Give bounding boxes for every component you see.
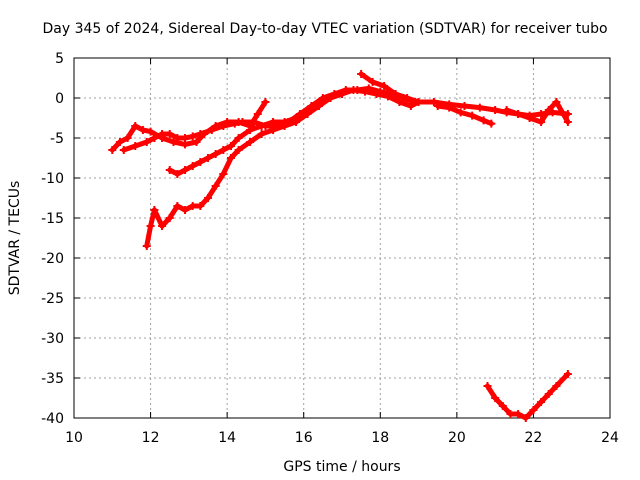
data-point <box>563 118 572 126</box>
data-point-band <box>220 155 234 177</box>
y-axis-label: SDTVAR / TECUs <box>7 181 23 296</box>
series-track-d <box>142 86 423 250</box>
chart-title: Day 345 of 2024, Sidereal Day-to-day VTE… <box>42 21 607 37</box>
y-tick-label: 5 <box>55 51 64 67</box>
y-tick-label: -20 <box>41 251 64 267</box>
data-point <box>261 98 270 106</box>
y-tick-label: -40 <box>41 411 64 427</box>
plot-frame <box>73 57 611 419</box>
x-axis-label: GPS time / hours <box>283 459 400 475</box>
data-point <box>487 119 496 128</box>
y-tick-label: -30 <box>41 331 64 347</box>
y-tick-label: -10 <box>41 171 64 187</box>
y-tick-label: -15 <box>41 211 64 227</box>
data-point-band <box>151 207 165 229</box>
data-points <box>108 70 572 422</box>
x-tick-label: 22 <box>525 430 543 446</box>
y-tick-label: -35 <box>41 371 64 387</box>
x-tick-label: 10 <box>65 430 83 446</box>
series-track-f <box>433 102 496 128</box>
series-track-g <box>502 98 572 126</box>
y-tick-label: -5 <box>50 131 64 147</box>
y-tick-label: -25 <box>41 291 64 307</box>
x-tick-label: 12 <box>142 430 160 446</box>
ticks: 10 12 14 16 18 20 22 24 5 0 -5 -10 -15 -20 -25 -30 -35 -4… <box>41 51 619 446</box>
series-track-h <box>483 370 572 422</box>
x-tick-label: 16 <box>295 430 313 446</box>
y-tick-label: 0 <box>55 91 64 107</box>
x-tick-label: 24 <box>601 430 619 446</box>
data-point <box>563 370 572 378</box>
x-tick-label: 14 <box>218 430 236 446</box>
x-tick-label: 18 <box>371 430 389 446</box>
x-tick-label: 20 <box>448 430 466 446</box>
data-point-band <box>553 371 571 389</box>
data-point-band <box>553 99 571 125</box>
series-track-e <box>357 70 572 120</box>
data-point-band <box>255 99 268 117</box>
